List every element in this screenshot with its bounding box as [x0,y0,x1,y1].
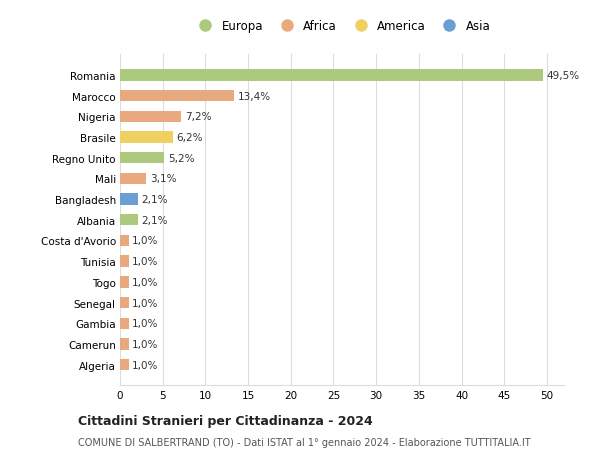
Text: Cittadini Stranieri per Cittadinanza - 2024: Cittadini Stranieri per Cittadinanza - 2… [78,414,373,428]
Bar [120,91,235,102]
Bar [120,132,173,143]
Bar [120,339,128,350]
Bar [120,297,128,308]
Text: COMUNE DI SALBERTRAND (TO) - Dati ISTAT al 1° gennaio 2024 - Elaborazione TUTTIT: COMUNE DI SALBERTRAND (TO) - Dati ISTAT … [78,437,530,447]
Text: 1,0%: 1,0% [132,236,158,246]
Bar [120,70,542,81]
Text: 7,2%: 7,2% [185,112,211,122]
Bar [120,112,181,123]
Text: 2,1%: 2,1% [142,195,168,205]
Text: 13,4%: 13,4% [238,91,271,101]
Text: 5,2%: 5,2% [168,153,194,163]
Text: 1,0%: 1,0% [132,319,158,329]
Legend: Europa, Africa, America, Asia: Europa, Africa, America, Asia [191,18,493,36]
Text: 1,0%: 1,0% [132,298,158,308]
Bar [120,215,138,226]
Bar [120,256,128,267]
Text: 1,0%: 1,0% [132,277,158,287]
Bar [120,153,164,164]
Text: 49,5%: 49,5% [546,71,579,81]
Text: 1,0%: 1,0% [132,257,158,267]
Bar [120,194,138,205]
Text: 3,1%: 3,1% [150,174,176,184]
Text: 2,1%: 2,1% [142,215,168,225]
Bar [120,359,128,370]
Text: 1,0%: 1,0% [132,360,158,370]
Text: 1,0%: 1,0% [132,339,158,349]
Bar [120,277,128,288]
Bar [120,235,128,246]
Bar [120,174,146,185]
Bar [120,318,128,329]
Text: 6,2%: 6,2% [176,133,203,143]
